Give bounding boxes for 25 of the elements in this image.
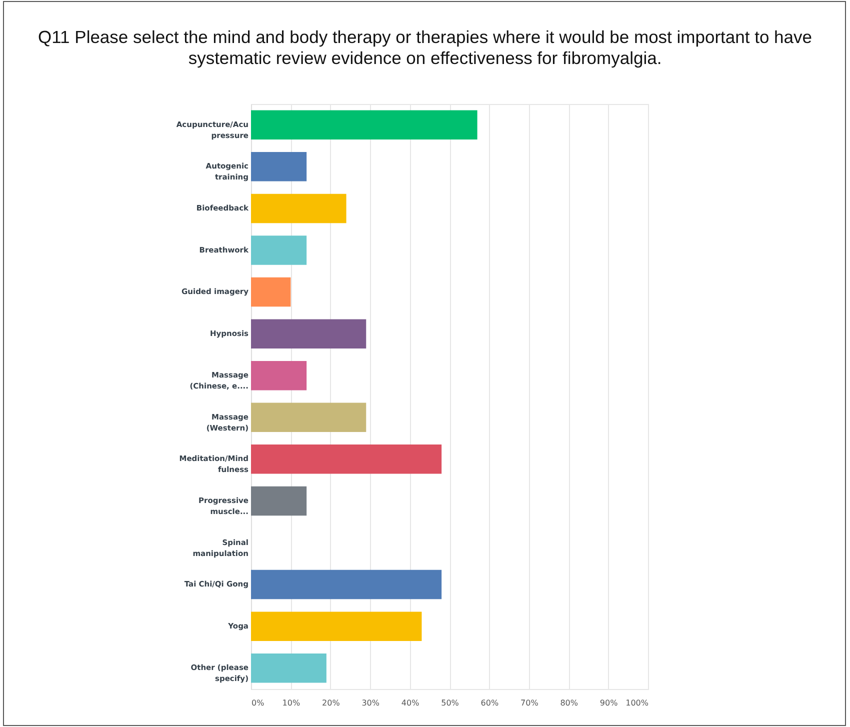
x-tick-label: 30% xyxy=(362,698,380,708)
bar xyxy=(251,402,366,432)
bar xyxy=(251,152,307,182)
bar xyxy=(251,236,307,265)
x-tick-label: 80% xyxy=(560,698,578,708)
bar xyxy=(251,277,291,307)
bar xyxy=(251,653,326,683)
x-tick-label: 90% xyxy=(600,698,618,708)
x-tick-label: 10% xyxy=(282,698,300,708)
bar xyxy=(251,360,307,390)
bar xyxy=(251,570,442,600)
chart-title: Q11 Please select the mind and body therapy or therapies where it would be most important to have systematic review evidence on effectiveness for fibromyalgia. xyxy=(37,27,813,69)
x-tick-label: 20% xyxy=(322,698,340,708)
bar xyxy=(251,612,422,641)
bar xyxy=(251,444,442,474)
x-tick-label: 50% xyxy=(441,698,460,708)
bar xyxy=(251,110,478,140)
x-tick-label: 0% xyxy=(252,698,265,708)
bar xyxy=(251,486,307,516)
x-tick-label: 40% xyxy=(401,698,420,708)
x-tick-label: 70% xyxy=(520,698,539,708)
bar xyxy=(251,194,346,224)
bar xyxy=(251,319,366,348)
x-tick-label: 60% xyxy=(480,698,499,708)
x-tick-label: 100% xyxy=(626,698,649,708)
